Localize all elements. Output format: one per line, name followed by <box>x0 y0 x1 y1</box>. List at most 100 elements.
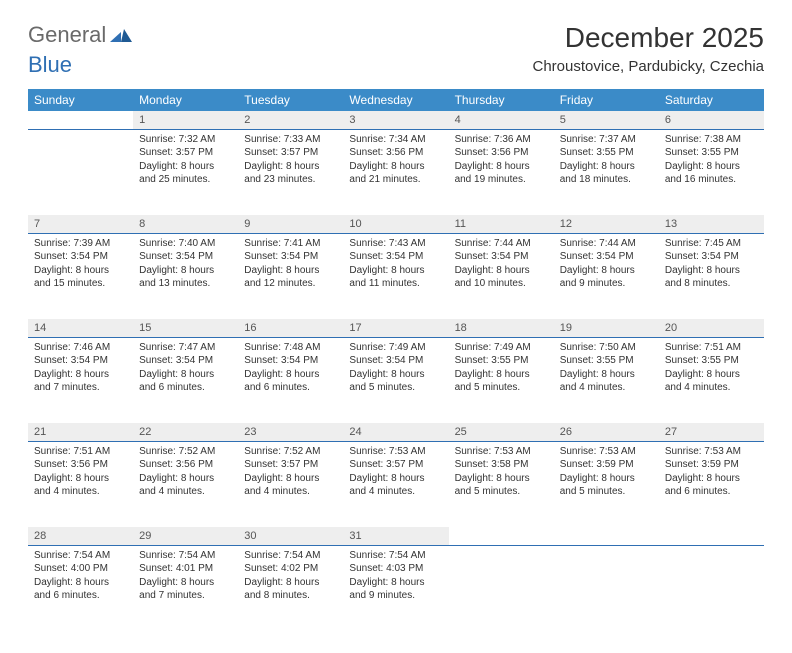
day-number: 30 <box>244 530 256 542</box>
day1-text: Daylight: 8 hours <box>665 160 758 174</box>
sunrise-text: Sunrise: 7:54 AM <box>139 549 232 563</box>
day-cell: Sunrise: 7:50 AMSunset: 3:55 PMDaylight:… <box>554 337 659 423</box>
day-number-cell <box>659 527 764 545</box>
day2-text: and 18 minutes. <box>560 173 653 187</box>
sunset-text: Sunset: 3:58 PM <box>455 458 548 472</box>
day1-text: Daylight: 8 hours <box>455 160 548 174</box>
sunset-text: Sunset: 3:59 PM <box>560 458 653 472</box>
day-number-cell: 16 <box>238 319 343 337</box>
sunrise-text: Sunrise: 7:51 AM <box>34 445 127 459</box>
day-number-cell: 25 <box>449 423 554 441</box>
day-cell: Sunrise: 7:54 AMSunset: 4:03 PMDaylight:… <box>343 545 448 631</box>
day1-text: Daylight: 8 hours <box>244 264 337 278</box>
day-body-row: Sunrise: 7:54 AM Sunset: 4:00 PM Daylight:… <box>28 545 764 631</box>
day1-text: Daylight: 8 hours <box>560 472 653 486</box>
day-number: 17 <box>349 322 361 334</box>
day2-text: and 21 minutes. <box>349 173 442 187</box>
day-number: 12 <box>560 218 572 230</box>
day2-text: and 7 minutes. <box>34 381 127 395</box>
day2-text: and 5 minutes. <box>455 485 548 499</box>
day2-text: and 12 minutes. <box>244 277 337 291</box>
day-number: 26 <box>560 426 572 438</box>
day2-text: and 4 minutes. <box>560 381 653 395</box>
weekday-header: Thursday <box>449 89 554 111</box>
day1-text: Daylight: 8 hours <box>455 472 548 486</box>
sunset-text: Sunset: 3:54 PM <box>34 250 127 264</box>
sunrise-text: Sunrise: 7:38 AM <box>665 133 758 147</box>
day-cell: Sunrise: 7:40 AMSunset: 3:54 PMDaylight:… <box>133 233 238 319</box>
sunrise-text: Sunrise: 7:39 AM <box>34 237 127 251</box>
day-number: 11 <box>455 218 466 230</box>
sunset-text: Sunset: 3:55 PM <box>665 146 758 160</box>
sunrise-text: Sunrise: 7:44 AM <box>455 237 548 251</box>
day1-text: Daylight: 8 hours <box>665 264 758 278</box>
day-number-cell: 10 <box>343 215 448 233</box>
day-cell: Sunrise: 7:39 AMSunset: 3:54 PMDaylight:… <box>28 233 133 319</box>
day-number: 21 <box>34 426 46 438</box>
day-number-cell: 19 <box>554 319 659 337</box>
sunset-text: Sunset: 3:54 PM <box>139 250 232 264</box>
day-cell: Sunrise: 7:44 AMSunset: 3:54 PMDaylight:… <box>554 233 659 319</box>
location-label: Chroustovice, Pardubicky, Czechia <box>533 58 765 75</box>
day2-text: and 8 minutes. <box>244 589 337 603</box>
day2-text: and 4 minutes. <box>665 381 758 395</box>
day-number-cell: 7 <box>28 215 133 233</box>
day-cell: Sunrise: 7:54 AMSunset: 4:01 PMDaylight:… <box>133 545 238 631</box>
day1-text: Daylight: 8 hours <box>244 576 337 590</box>
day-cell: Sunrise: 7:53 AMSunset: 3:59 PMDaylight:… <box>659 441 764 527</box>
day-body-row: Sunrise: 7:32 AMSunset: 3:57 PMDaylight:… <box>28 129 764 215</box>
calendar-page: General December 2025 Chroustovice, Pard… <box>0 0 792 653</box>
day-number-cell: 6 <box>659 111 764 129</box>
sunrise-text: Sunrise: 7:40 AM <box>139 237 232 251</box>
day-cell: Sunrise: 7:53 AMSunset: 3:57 PMDaylight:… <box>343 441 448 527</box>
day2-text: and 6 minutes. <box>665 485 758 499</box>
day-cell: Sunrise: 7:45 AMSunset: 3:54 PMDaylight:… <box>659 233 764 319</box>
weekday-header-row: Sunday Monday Tuesday Wednesday Thursday… <box>28 89 764 111</box>
day-number: 18 <box>455 322 467 334</box>
sunrise-text: Sunrise: 7:44 AM <box>560 237 653 251</box>
day-number: 24 <box>349 426 361 438</box>
day1-text: Daylight: 8 hours <box>34 472 127 486</box>
day1-text: Daylight: 8 hours <box>139 160 232 174</box>
day-number: 9 <box>244 218 250 230</box>
day-number-cell <box>28 111 133 129</box>
sunrise-text: Sunrise: 7:53 AM <box>349 445 442 459</box>
day-number-cell: 31 <box>343 527 448 545</box>
sunrise-text: Sunrise: 7:54 AM <box>244 549 337 563</box>
day-number: 13 <box>665 218 677 230</box>
day-number-cell: 23 <box>238 423 343 441</box>
sunset-text: Sunset: 4:00 PM <box>34 562 127 576</box>
day-cell: Sunrise: 7:32 AMSunset: 3:57 PMDaylight:… <box>133 129 238 215</box>
day-number-cell: 28 <box>28 527 133 545</box>
day1-text: Daylight: 8 hours <box>349 576 442 590</box>
day-number-cell: 2 <box>238 111 343 129</box>
day1-text: Daylight: 8 hours <box>560 264 653 278</box>
day-number-row: 78910111213 <box>28 215 764 233</box>
day1-text: Daylight: 8 hours <box>349 160 442 174</box>
day-cell: Sunrise: 7:37 AMSunset: 3:55 PMDaylight:… <box>554 129 659 215</box>
day-body-row: Sunrise: 7:46 AMSunset: 3:54 PMDaylight:… <box>28 337 764 423</box>
day1-text: Daylight: 8 hours <box>244 160 337 174</box>
weekday-header: Friday <box>554 89 659 111</box>
day-number: 15 <box>139 322 151 334</box>
sunset-text: Sunset: 3:56 PM <box>139 458 232 472</box>
sunset-text: Sunset: 3:54 PM <box>139 354 232 368</box>
sunset-text: Sunset: 3:55 PM <box>665 354 758 368</box>
day-number: 1 <box>139 114 145 126</box>
day2-text: and 9 minutes. <box>349 589 442 603</box>
day-number-cell: 24 <box>343 423 448 441</box>
day-number: 29 <box>139 530 151 542</box>
day1-text: Daylight: 8 hours <box>244 472 337 486</box>
day2-text: and 11 minutes. <box>349 277 442 291</box>
day1-text: Daylight: 8 hours <box>560 368 653 382</box>
sunset-text: Sunset: 3:54 PM <box>244 354 337 368</box>
day2-text: and 16 minutes. <box>665 173 758 187</box>
day-cell: Sunrise: 7:53 AMSunset: 3:58 PMDaylight:… <box>449 441 554 527</box>
day2-text: and 23 minutes. <box>244 173 337 187</box>
day-cell <box>28 129 133 215</box>
day-number-cell: 12 <box>554 215 659 233</box>
brand-word-1: General <box>28 22 106 48</box>
day-number-cell: 14 <box>28 319 133 337</box>
day1-text: Daylight: 8 hours <box>139 576 232 590</box>
day-cell: Sunrise: 7:34 AMSunset: 3:56 PMDaylight:… <box>343 129 448 215</box>
